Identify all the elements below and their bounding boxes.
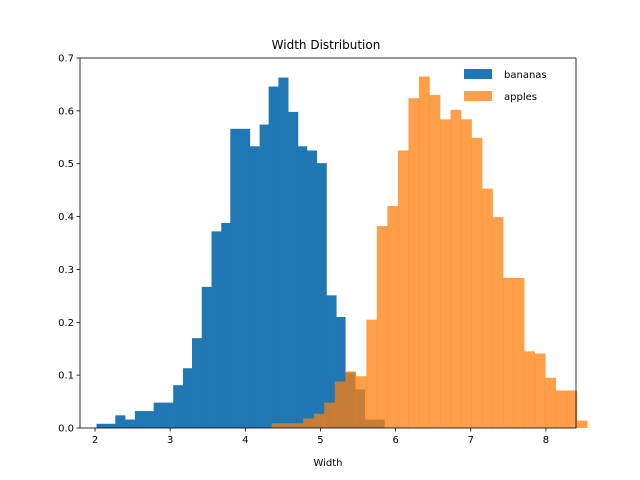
apples-bar-8 (355, 376, 367, 428)
plot-frame (79, 57, 577, 429)
y-tick-label-2: 0.2 (58, 318, 74, 329)
bananas-bar-9 (182, 368, 193, 428)
apples-bar-19 (471, 137, 483, 429)
apples-bar-27 (555, 390, 567, 428)
series-apples (271, 76, 588, 429)
apples-bar-28 (566, 390, 578, 428)
apples-bar-3 (303, 418, 315, 428)
y-tick-label-0: 0.0 (58, 424, 74, 435)
bananas-bar-7 (163, 402, 174, 428)
y-tick-label-4: 0.4 (58, 212, 74, 223)
legend-swatch-bananas (464, 69, 492, 79)
legend-label-bananas: bananas (504, 70, 547, 81)
apples-bar-7 (345, 371, 357, 428)
bananas-bar-24 (326, 295, 337, 428)
apples-bar-29 (576, 420, 588, 428)
bananas-bar-14 (230, 128, 241, 429)
apples-bar-4 (313, 413, 325, 428)
apples-bar-17 (450, 109, 462, 429)
series-bananas (96, 77, 385, 429)
x-tick-label-5: 7 (468, 435, 474, 446)
y-tick-label-3: 0.3 (58, 265, 74, 276)
apples-bar-20 (482, 188, 493, 428)
chart-title: Width Distribution (272, 38, 381, 52)
apples-bar-23 (513, 277, 525, 428)
bananas-bar-12 (211, 231, 222, 428)
y-tick-label-5: 0.5 (58, 159, 74, 170)
apples-bar-22 (503, 277, 514, 428)
bananas-bar-3 (125, 419, 136, 428)
bananas-bar-22 (306, 150, 318, 428)
bananas-bar-4 (134, 411, 145, 428)
bananas-bar-1 (106, 423, 116, 428)
apples-bar-25 (534, 353, 546, 428)
bananas-bar-15 (240, 128, 251, 429)
apples-bar-21 (492, 217, 504, 428)
apples-bar-13 (408, 98, 420, 429)
bananas-bar-0 (96, 423, 107, 428)
apples-bar-6 (334, 381, 346, 428)
apples-bar-12 (397, 150, 409, 428)
bananas-bar-17 (259, 124, 269, 428)
x-axis-label: Width (313, 458, 342, 469)
apples-bar-9 (366, 319, 378, 428)
x-tick-label-2: 4 (242, 435, 248, 446)
bananas-bar-8 (173, 385, 184, 428)
apples-bar-11 (387, 206, 399, 428)
apples-bar-16 (439, 119, 451, 429)
bananas-bar-6 (153, 402, 164, 428)
bananas-bar-16 (249, 146, 260, 428)
apples-bar-15 (429, 95, 441, 428)
bananas-bar-2 (115, 415, 126, 428)
bars-layer (96, 76, 588, 429)
apples-bar-10 (376, 226, 388, 428)
y-tick-label-7: 0.7 (58, 54, 74, 65)
x-tick-label-4: 6 (392, 435, 398, 446)
x-tick-label-0: 2 (92, 435, 98, 446)
apples-bar-26 (545, 377, 557, 428)
legend: bananas apples (464, 69, 547, 103)
bananas-bar-19 (278, 77, 289, 429)
y-tick-label-6: 0.6 (58, 106, 74, 117)
apples-bar-1 (282, 423, 293, 428)
x-tick-label-3: 5 (317, 435, 323, 446)
x-tick-label-6: 8 (543, 435, 549, 446)
legend-label-apples: apples (504, 92, 537, 103)
bananas-bar-20 (288, 111, 299, 429)
bananas-bar-21 (297, 146, 308, 428)
bananas-bar-23 (316, 163, 327, 428)
apples-bar-2 (292, 423, 304, 428)
apples-bar-0 (271, 423, 283, 428)
bananas-bar-11 (201, 286, 212, 428)
bananas-bar-13 (221, 222, 231, 428)
bananas-bar-18 (268, 86, 279, 429)
bananas-bar-5 (144, 411, 154, 428)
apples-bar-5 (324, 402, 336, 428)
legend-swatch-apples (464, 91, 492, 101)
apples-bar-24 (524, 351, 535, 428)
apples-bar-14 (418, 76, 430, 428)
x-tick-label-1: 3 (167, 435, 173, 446)
bananas-bar-25 (336, 317, 346, 428)
apples-bar-18 (461, 119, 472, 429)
y-axis: 0.0 0.1 0.2 0.3 0.4 0.5 0.6 0.7 (58, 54, 80, 435)
x-axis: 2 3 4 5 6 7 8 (92, 428, 549, 446)
y-tick-label-1: 0.1 (58, 371, 74, 382)
bananas-bar-10 (191, 338, 203, 428)
